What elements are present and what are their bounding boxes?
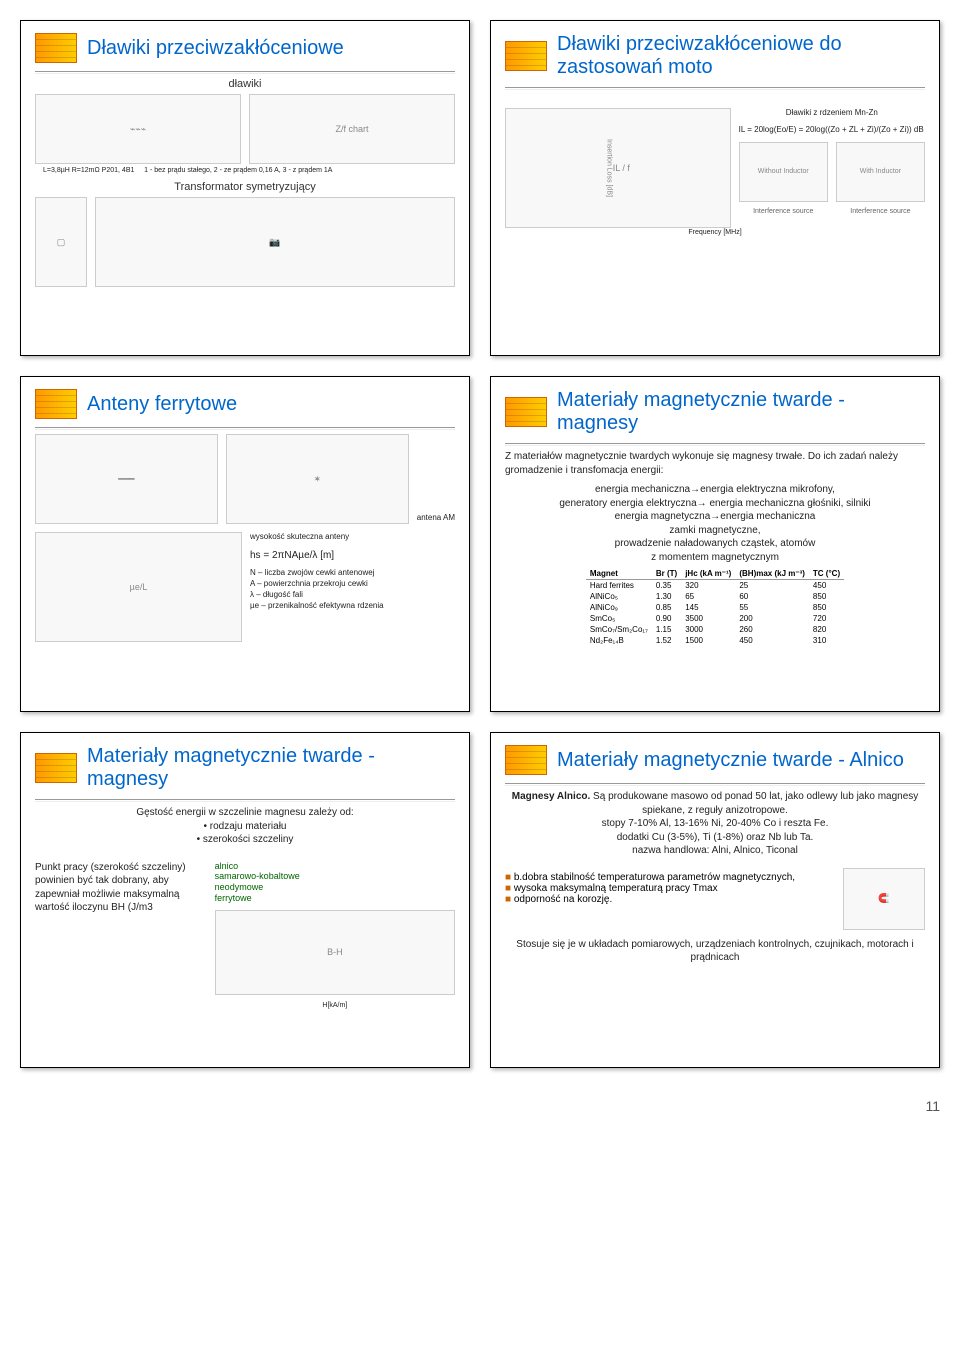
s4-l6: z momentem magnetycznym (505, 551, 925, 565)
s4-l3: energia magnetyczna→energia mechaniczna (505, 510, 925, 524)
slide-2: Dławiki przeciwzakłóceniowe do zastosowa… (490, 20, 940, 356)
slide-grid: Dławiki przeciwzakłóceniowe dławiki ⌁⌁⌁ … (20, 20, 940, 1068)
ferrite-rod-photo: ━━━ (35, 434, 218, 524)
slide-6: Materiały magnetycznie twarde - Alnico M… (490, 732, 940, 1068)
page-number: 11 (20, 1098, 940, 1114)
slide1-sub2: Transformator symetryzujący (35, 181, 455, 193)
s5-para: Gęstość energii w szczelinie magnesu zal… (35, 806, 455, 820)
graph-note2: 1 - bez prądu stałego, 2 - ze prądem 0,1… (144, 167, 332, 174)
s4-l2: generatory energia elektryczna→ energia … (505, 497, 925, 511)
circuit-without: Without Inductor (739, 142, 828, 202)
formula: hs = 2πNAµe/λ [m] (250, 549, 455, 563)
slide-5: Materiały magnetycznie twarde - magnesy … (20, 732, 470, 1068)
insertion-loss-chart: Insertion Loss [dB] IL / f (505, 108, 731, 228)
slide1-sub1: dławiki (35, 78, 455, 90)
s4-l4: zamki magnetyczne, (505, 524, 925, 538)
bullet-icon (505, 397, 547, 427)
impedance-chart: Z/f chart (249, 94, 455, 164)
bullet-icon (505, 41, 547, 71)
s6-l3: nazwa handlowa: Alni, Alnico, Ticonal (505, 844, 925, 858)
s5-para2: Punkt pracy (szerokość szczeliny) powini… (35, 861, 207, 1011)
antenna-caption: antena AM (417, 513, 455, 524)
s4-l5: prowadzenie naładowanych cząstek, atomów (505, 537, 925, 551)
component-diagram: ⌁⌁⌁ (35, 94, 241, 164)
slide6-title: Materiały magnetycznie twarde - Alnico (557, 749, 904, 772)
caption: Dławiki z rdzeniem Mn-Zn (739, 108, 925, 119)
slide3-title: Anteny ferrytowe (87, 393, 237, 416)
graph-note: L=3,8µH R=12mΩ P201, 4B1 (43, 167, 134, 174)
s5-b1: • rodzaju materiału (35, 820, 455, 834)
slide4-intro: Z materiałów magnetycznie twardych wykon… (505, 450, 925, 477)
bh-curve-chart: B-H (215, 910, 455, 995)
alnico-photo: 🧲 (843, 868, 925, 930)
slide-3: Anteny ferrytowe ━━━ ✶ antena AM µe/L wy… (20, 376, 470, 712)
circuit-with: With Inductor (836, 142, 925, 202)
s5-b2: • szerokości szczeliny (35, 833, 455, 847)
slide-4: Materiały magnetycznie twarde - magnesy … (490, 376, 940, 712)
legend: N – liczba zwojów cewki antenowej A – po… (250, 568, 455, 611)
bullet-icon (505, 745, 547, 775)
chart-caption: wysokość skuteczna anteny (250, 532, 455, 543)
magnet-table: MagnetBr (T)jHc (kA m⁻¹)(BH)max (kJ m⁻³)… (586, 568, 844, 646)
slide1-title: Dławiki przeciwzakłóceniowe (87, 37, 344, 60)
s6-para1: Magnesy Alnico. Są produkowane masowo od… (505, 790, 925, 817)
slide2-title: Dławiki przeciwzakłóceniowe do zastosowa… (557, 33, 925, 79)
s4-l1: energia mechaniczna→energia elektryczna … (505, 483, 925, 497)
formula: IL = 20log(Eo/E) = 20log((Zo + ZL + Zi)/… (739, 125, 925, 136)
slide-1: Dławiki przeciwzakłóceniowe dławiki ⌁⌁⌁ … (20, 20, 470, 356)
hs-chart: µe/L (35, 532, 242, 642)
radiation-pattern: ✶ (226, 434, 409, 524)
slide5-title: Materiały magnetycznie twarde - magnesy (87, 745, 455, 791)
s5-legend: alnico samarowo-kobaltowe neodymowe ferr… (215, 861, 455, 904)
bullet-icon (35, 389, 77, 419)
s6-bullets: b.dobra stabilność temperaturowa paramet… (505, 872, 835, 926)
bullet-icon (35, 33, 77, 63)
s6-para2: Stosuje się je w układach pomiarowych, u… (505, 938, 925, 965)
s6-l1: stopy 7-10% Al, 13-16% Ni, 20-40% Co i r… (505, 817, 925, 831)
slide4-title: Materiały magnetycznie twarde - magnesy (557, 389, 925, 435)
s6-l2: dodatki Cu (3-5%), Ti (1-8%) oraz Nb lub… (505, 831, 925, 845)
transformer-photo: 📷 (95, 197, 455, 287)
core-photo: ▢ (35, 197, 87, 287)
bullet-icon (35, 753, 77, 783)
